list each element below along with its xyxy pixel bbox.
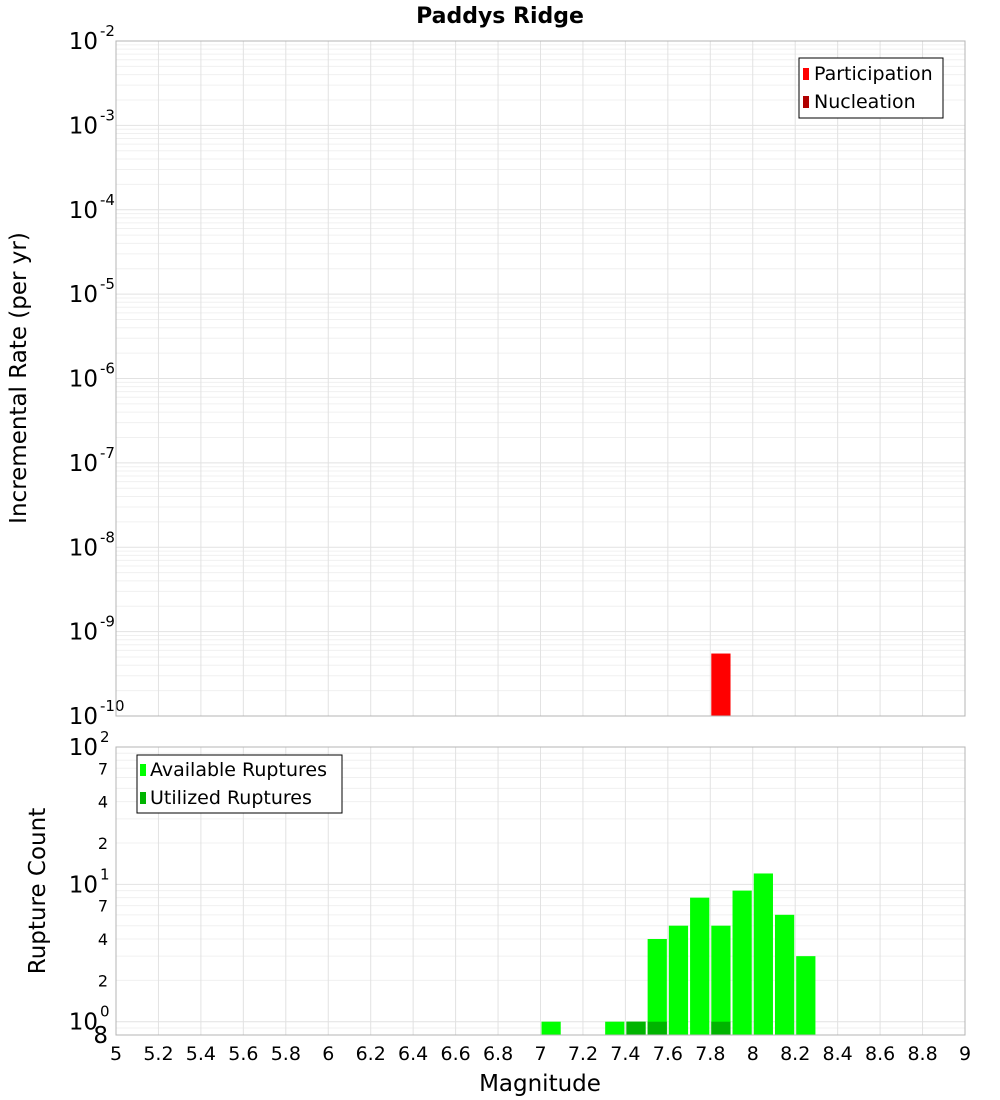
top-y-tick-label-exponent: -3 xyxy=(100,106,115,124)
x-tick-label: 7.8 xyxy=(695,1043,725,1065)
bottom-legend-box xyxy=(136,754,343,814)
available-ruptures-bar xyxy=(605,1021,625,1035)
x-tick-label: 5.4 xyxy=(186,1043,216,1065)
utilized-ruptures-bar xyxy=(626,1021,646,1035)
legend-label: Utilized Ruptures xyxy=(150,787,312,809)
bottom-y-tick-label: 10 xyxy=(69,735,98,761)
x-tick-label: 8.2 xyxy=(780,1043,810,1065)
participation-bar xyxy=(711,653,731,716)
legend-swatch xyxy=(803,96,809,108)
bottom-y-minor-tick-label: 4 xyxy=(98,930,108,949)
available-ruptures-bar xyxy=(732,890,752,1035)
top-y-tick-label-exponent: -5 xyxy=(100,275,115,293)
x-tick-label: 5.2 xyxy=(143,1043,173,1065)
top-y-tick-label-exponent: -6 xyxy=(100,360,115,378)
top-y-tick-label-exponent: -8 xyxy=(100,528,115,546)
top-y-tick-label-exponent: -4 xyxy=(100,191,115,209)
available-ruptures-bar xyxy=(541,1021,561,1035)
x-tick-label: 8 xyxy=(747,1043,759,1065)
x-tick-label: 7 xyxy=(534,1043,546,1065)
bottom-y-tick-label-exponent: 0 xyxy=(100,1003,110,1021)
top-y-tick-label-exponent: -10 xyxy=(100,697,125,715)
top-y-tick-label-exponent: -2 xyxy=(100,22,115,40)
x-tick-label: 6 xyxy=(322,1043,334,1065)
utilized-ruptures-bar xyxy=(647,1021,667,1035)
available-ruptures-bar xyxy=(668,925,689,1035)
top-y-tick-label: 10 xyxy=(69,704,98,730)
x-tick-label: 6.8 xyxy=(483,1043,513,1065)
top-y-tick-label-exponent: -7 xyxy=(100,444,115,462)
x-tick-label: 8.8 xyxy=(907,1043,937,1065)
top-y-tick-label: 10 xyxy=(69,367,98,393)
x-axis-label: Magnitude xyxy=(479,1071,601,1097)
utilized-ruptures-bar xyxy=(711,1021,731,1035)
x-tick-label: 6.6 xyxy=(440,1043,470,1065)
top-y-tick-label: 10 xyxy=(69,620,98,646)
legend-label: Nucleation xyxy=(814,91,916,113)
available-ruptures-bar xyxy=(753,873,773,1035)
top-legend: Participation Nucleation xyxy=(798,57,944,119)
chart-title: Paddys Ridge xyxy=(416,4,584,29)
legend-swatch xyxy=(803,68,809,80)
top-y-tick-label: 10 xyxy=(69,29,98,55)
top-y-tick-label: 10 xyxy=(69,113,98,139)
bottom-y-minor-tick-label: 2 xyxy=(98,971,108,990)
legend-label: Available Ruptures xyxy=(150,759,327,781)
x-tick-label: 7.2 xyxy=(568,1043,598,1065)
x-tick-label: 7.6 xyxy=(653,1043,683,1065)
legend-swatch xyxy=(140,792,146,804)
bottom-y-minor-tick-label: 4 xyxy=(98,793,108,812)
available-ruptures-bar xyxy=(774,914,795,1035)
top-y-axis-label: Incremental Rate (per yr) xyxy=(6,232,32,524)
bottom-y-minor-tick-label: 7 xyxy=(98,759,108,778)
legend-label: Participation xyxy=(814,63,933,85)
x-tick-label: 6.2 xyxy=(356,1043,386,1065)
x-tick-label: 8.6 xyxy=(865,1043,895,1065)
top-y-tick-label: 10 xyxy=(69,282,98,308)
bottom-y-tick-label: 10 xyxy=(69,872,98,898)
top-y-tick-label-exponent: -9 xyxy=(100,613,115,631)
x-tick-label: 7.4 xyxy=(610,1043,640,1065)
x-tick-label: 5.6 xyxy=(228,1043,258,1065)
bottom-y-tick-label-exponent: 2 xyxy=(100,728,110,746)
top-y-tick-label: 10 xyxy=(69,451,98,477)
x-tick-label: 9 xyxy=(959,1043,971,1065)
x-tick-label: 6.4 xyxy=(398,1043,428,1065)
top-legend-box xyxy=(798,57,944,119)
available-ruptures-bar xyxy=(796,956,816,1035)
bottom-y-minor-tick-label: 2 xyxy=(98,834,108,853)
available-ruptures-bar xyxy=(647,939,667,1035)
x-tick-label: 5.8 xyxy=(271,1043,301,1065)
top-y-tick-label: 10 xyxy=(69,198,98,224)
bottom-y-tick-label-exponent: 1 xyxy=(100,865,110,883)
legend-swatch xyxy=(140,764,146,776)
bottom-y-tick-label: 10 xyxy=(69,1010,98,1036)
top-panel: 10-210-310-410-510-610-710-810-910 -10Par… xyxy=(69,22,966,730)
bottom-y-minor-tick-label: 8 xyxy=(93,1023,108,1049)
bottom-y-minor-tick-label: 7 xyxy=(98,897,108,916)
bottom-plot-frame xyxy=(115,746,966,1036)
bottom-y-axis-label: Rupture Count xyxy=(25,808,51,974)
top-y-tick-label: 10 xyxy=(69,535,98,561)
available-ruptures-bar xyxy=(711,925,731,1035)
top-plot-frame xyxy=(115,40,966,717)
x-tick-label: 8.4 xyxy=(823,1043,853,1065)
available-ruptures-bar xyxy=(690,897,710,1035)
bottom-legend: Available Ruptures Utilized Ruptures xyxy=(136,754,343,814)
x-tick-label: 5 xyxy=(110,1043,122,1065)
